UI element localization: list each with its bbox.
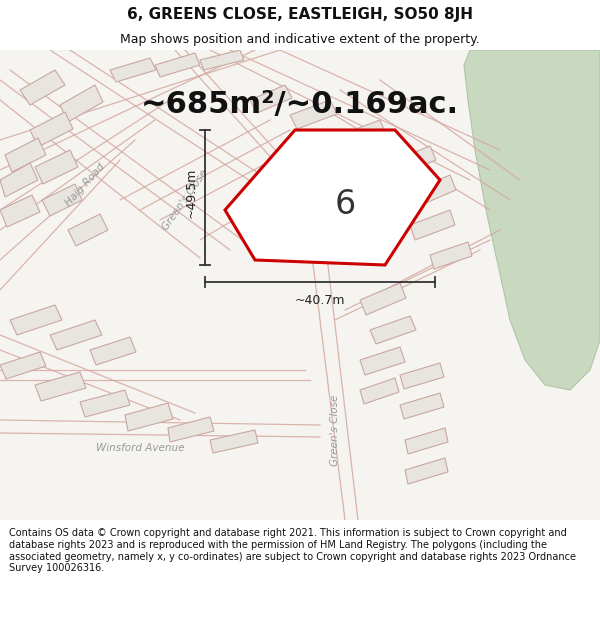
Text: Winsford Avenue: Winsford Avenue <box>96 443 184 453</box>
Polygon shape <box>225 130 440 265</box>
Polygon shape <box>370 316 416 344</box>
Polygon shape <box>35 372 86 401</box>
Polygon shape <box>360 283 406 315</box>
Polygon shape <box>80 390 130 417</box>
Polygon shape <box>168 417 214 442</box>
Polygon shape <box>400 393 444 419</box>
Polygon shape <box>90 337 136 365</box>
Text: 6, GREENS CLOSE, EASTLEIGH, SO50 8JH: 6, GREENS CLOSE, EASTLEIGH, SO50 8JH <box>127 6 473 21</box>
Polygon shape <box>110 58 156 82</box>
Polygon shape <box>400 363 444 389</box>
Polygon shape <box>42 184 82 216</box>
Polygon shape <box>155 53 200 77</box>
Polygon shape <box>290 100 337 129</box>
Polygon shape <box>35 150 78 184</box>
Polygon shape <box>415 175 456 205</box>
Polygon shape <box>68 214 108 246</box>
Polygon shape <box>340 120 386 149</box>
Polygon shape <box>464 50 600 390</box>
Polygon shape <box>200 50 244 70</box>
Polygon shape <box>125 403 173 431</box>
Polygon shape <box>360 378 399 404</box>
Polygon shape <box>50 320 102 350</box>
Polygon shape <box>250 85 292 113</box>
Polygon shape <box>0 163 38 197</box>
Polygon shape <box>410 210 455 240</box>
Polygon shape <box>405 458 448 484</box>
Text: ~49.5m: ~49.5m <box>185 168 197 217</box>
Text: ~685m²/~0.169ac.: ~685m²/~0.169ac. <box>141 91 459 119</box>
Polygon shape <box>5 138 46 172</box>
Polygon shape <box>0 352 46 379</box>
Polygon shape <box>0 195 40 227</box>
Polygon shape <box>210 430 258 453</box>
Text: Green's Close: Green's Close <box>330 394 340 466</box>
Text: Haig Road: Haig Road <box>64 162 107 208</box>
Text: 6: 6 <box>334 189 356 221</box>
Text: Green's Close: Green's Close <box>160 168 209 232</box>
Polygon shape <box>30 112 73 147</box>
Polygon shape <box>20 70 65 105</box>
Text: Contains OS data © Crown copyright and database right 2021. This information is : Contains OS data © Crown copyright and d… <box>9 528 576 573</box>
Polygon shape <box>60 85 103 122</box>
Polygon shape <box>10 305 62 335</box>
Polygon shape <box>405 428 448 454</box>
Polygon shape <box>430 242 472 269</box>
Polygon shape <box>395 146 436 174</box>
Text: Map shows position and indicative extent of the property.: Map shows position and indicative extent… <box>120 32 480 46</box>
Polygon shape <box>360 347 405 375</box>
Text: ~40.7m: ~40.7m <box>295 294 345 306</box>
